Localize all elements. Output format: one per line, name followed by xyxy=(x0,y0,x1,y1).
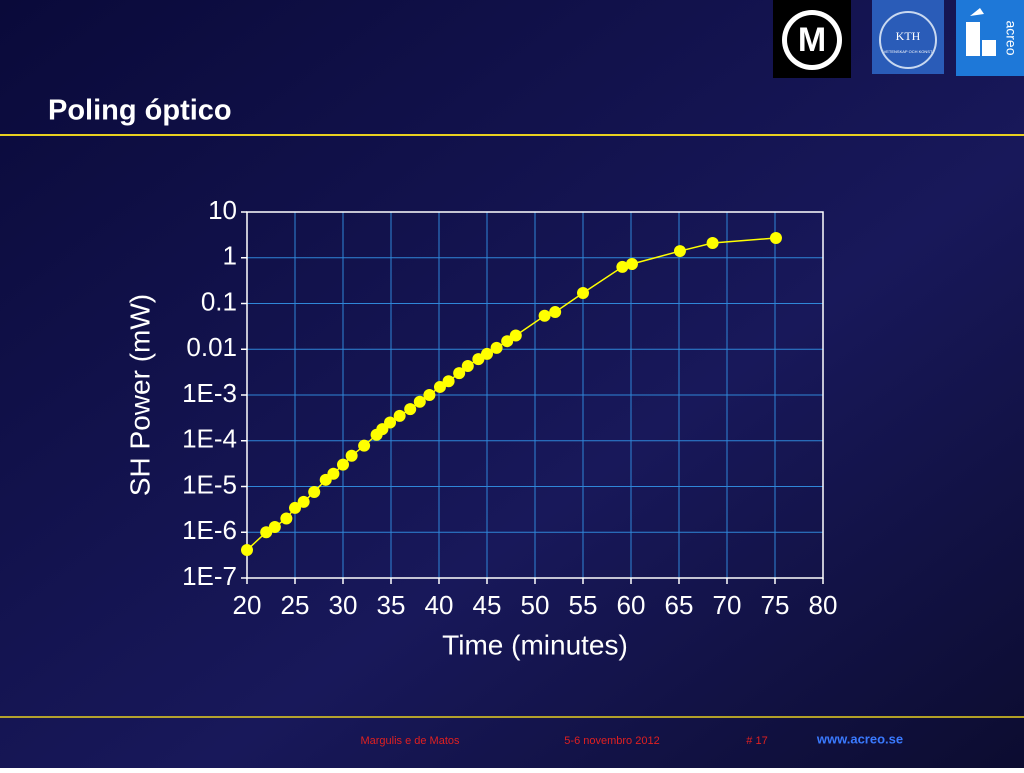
m-logo-text: M xyxy=(798,21,826,59)
data-point xyxy=(289,501,301,514)
x-axis-label: Time (minutes) xyxy=(442,629,628,660)
data-point xyxy=(423,389,436,401)
x-tick-label: 75 xyxy=(761,590,790,620)
data-point xyxy=(268,521,281,534)
x-tick-label: 60 xyxy=(617,590,646,620)
kth-text: KTH xyxy=(896,29,921,43)
data-point xyxy=(327,467,340,480)
data-point xyxy=(241,543,253,556)
data-point xyxy=(472,353,485,366)
data-point xyxy=(769,232,782,245)
footer-author: Margulis e de Matos xyxy=(360,735,460,747)
x-tick-label: 70 xyxy=(713,590,742,620)
slide-title: Poling óptico xyxy=(48,95,232,127)
data-point xyxy=(413,395,426,408)
y-tick-label: 1E-5 xyxy=(182,469,237,499)
y-axis-label: SH Power (mW) xyxy=(124,294,155,496)
data-point xyxy=(393,409,406,422)
footer-page: # 17 xyxy=(746,735,767,747)
x-tick-label: 65 xyxy=(665,590,694,620)
acreo-mark xyxy=(966,8,996,56)
data-point xyxy=(442,375,455,388)
x-tick-label: 80 xyxy=(809,590,838,620)
x-tick-label: 20 xyxy=(233,590,262,620)
y-tick-label: 1E-4 xyxy=(182,424,237,454)
data-point xyxy=(358,439,371,452)
data-point xyxy=(549,306,562,319)
x-tick-label: 40 xyxy=(425,590,454,620)
data-point xyxy=(345,449,358,462)
y-tick-label: 0.01 xyxy=(186,332,237,362)
data-point xyxy=(625,258,638,271)
data-point xyxy=(481,347,493,360)
kth-motto: VETENSKAP OCH KONST xyxy=(884,49,933,54)
x-tick-label: 25 xyxy=(281,590,310,620)
data-point xyxy=(297,495,310,508)
footer-url: www.acreo.se xyxy=(816,731,903,746)
data-point xyxy=(433,380,446,393)
y-tick-label: 1E-3 xyxy=(182,378,237,408)
y-tick-label: 1E-6 xyxy=(182,515,237,545)
y-tick-label: 10 xyxy=(208,195,237,225)
data-point xyxy=(404,403,417,416)
data-point xyxy=(673,245,686,258)
data-point xyxy=(384,416,397,429)
data-point xyxy=(260,526,273,539)
y-tick-label: 0.1 xyxy=(201,286,237,316)
data-point xyxy=(538,309,551,322)
acreo-text: acreo xyxy=(1003,20,1019,55)
chart: 1E-7 1E-6 1E-5 1E-4 1E-3 0.01 0.1 1 10 20 25 30 35 40… xyxy=(124,195,837,661)
data-point xyxy=(509,329,522,342)
data-point xyxy=(280,512,293,525)
x-tick-label: 45 xyxy=(473,590,502,620)
y-tick-label: 1E-7 xyxy=(182,561,237,591)
kth-ring xyxy=(879,11,937,69)
x-tick-label: 30 xyxy=(329,590,358,620)
data-point xyxy=(501,335,514,348)
data-point xyxy=(706,237,719,250)
x-tick-label: 55 xyxy=(569,590,598,620)
data-point xyxy=(490,341,503,354)
x-tick-label: 50 xyxy=(521,590,550,620)
plot-frame xyxy=(246,211,824,579)
data-point xyxy=(453,367,466,380)
m-logo-inner xyxy=(787,15,837,65)
data-point xyxy=(577,286,589,299)
data-point xyxy=(308,485,321,498)
y-tick-label: 1 xyxy=(223,241,237,271)
x-tick-label: 35 xyxy=(377,590,406,620)
data-point xyxy=(337,458,349,471)
data-point xyxy=(461,360,474,373)
data-point xyxy=(616,260,629,273)
footer-date: 5-6 novembro 2012 xyxy=(564,735,659,747)
